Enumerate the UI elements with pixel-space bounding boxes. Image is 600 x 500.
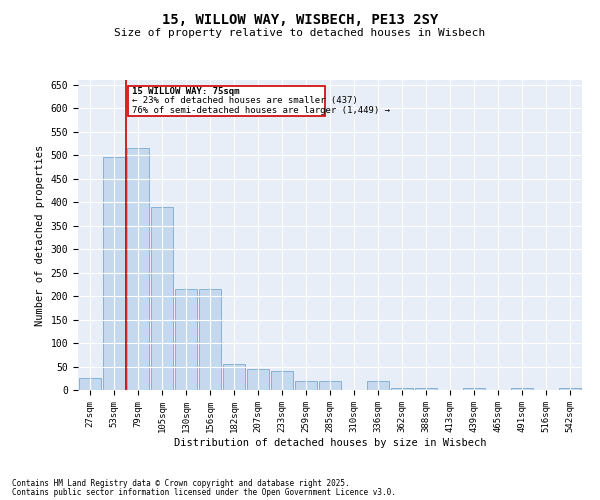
Bar (463, 388, 485, 390)
Bar (175, 289, 197, 390)
Text: Contains public sector information licensed under the Open Government Licence v3: Contains public sector information licen… (12, 488, 396, 497)
Bar (415, 388, 437, 390)
Bar (559, 388, 581, 390)
Text: 15, WILLOW WAY, WISBECH, PE13 2SY: 15, WILLOW WAY, WISBECH, PE13 2SY (162, 12, 438, 26)
Bar (295, 380, 317, 390)
Bar (511, 388, 533, 390)
Text: ← 23% of detached houses are smaller (437): ← 23% of detached houses are smaller (43… (132, 96, 358, 105)
Bar (151, 207, 173, 390)
Bar (271, 371, 293, 390)
Bar (391, 388, 413, 390)
Text: Size of property relative to detached houses in Wisbech: Size of property relative to detached ho… (115, 28, 485, 38)
Text: Contains HM Land Registry data © Crown copyright and database right 2025.: Contains HM Land Registry data © Crown c… (12, 478, 350, 488)
X-axis label: Distribution of detached houses by size in Wisbech: Distribution of detached houses by size … (174, 438, 486, 448)
Bar (367, 380, 389, 390)
Bar (247, 369, 269, 390)
Bar (199, 289, 221, 390)
Bar (319, 380, 341, 390)
Bar (79, 378, 101, 390)
FancyBboxPatch shape (128, 86, 325, 116)
Text: 15 WILLOW WAY: 75sqm: 15 WILLOW WAY: 75sqm (132, 86, 239, 96)
Bar (103, 156, 125, 390)
Text: 76% of semi-detached houses are larger (1,449) →: 76% of semi-detached houses are larger (… (132, 106, 390, 114)
Bar (223, 364, 245, 390)
Bar (127, 148, 149, 390)
Y-axis label: Number of detached properties: Number of detached properties (35, 144, 45, 326)
